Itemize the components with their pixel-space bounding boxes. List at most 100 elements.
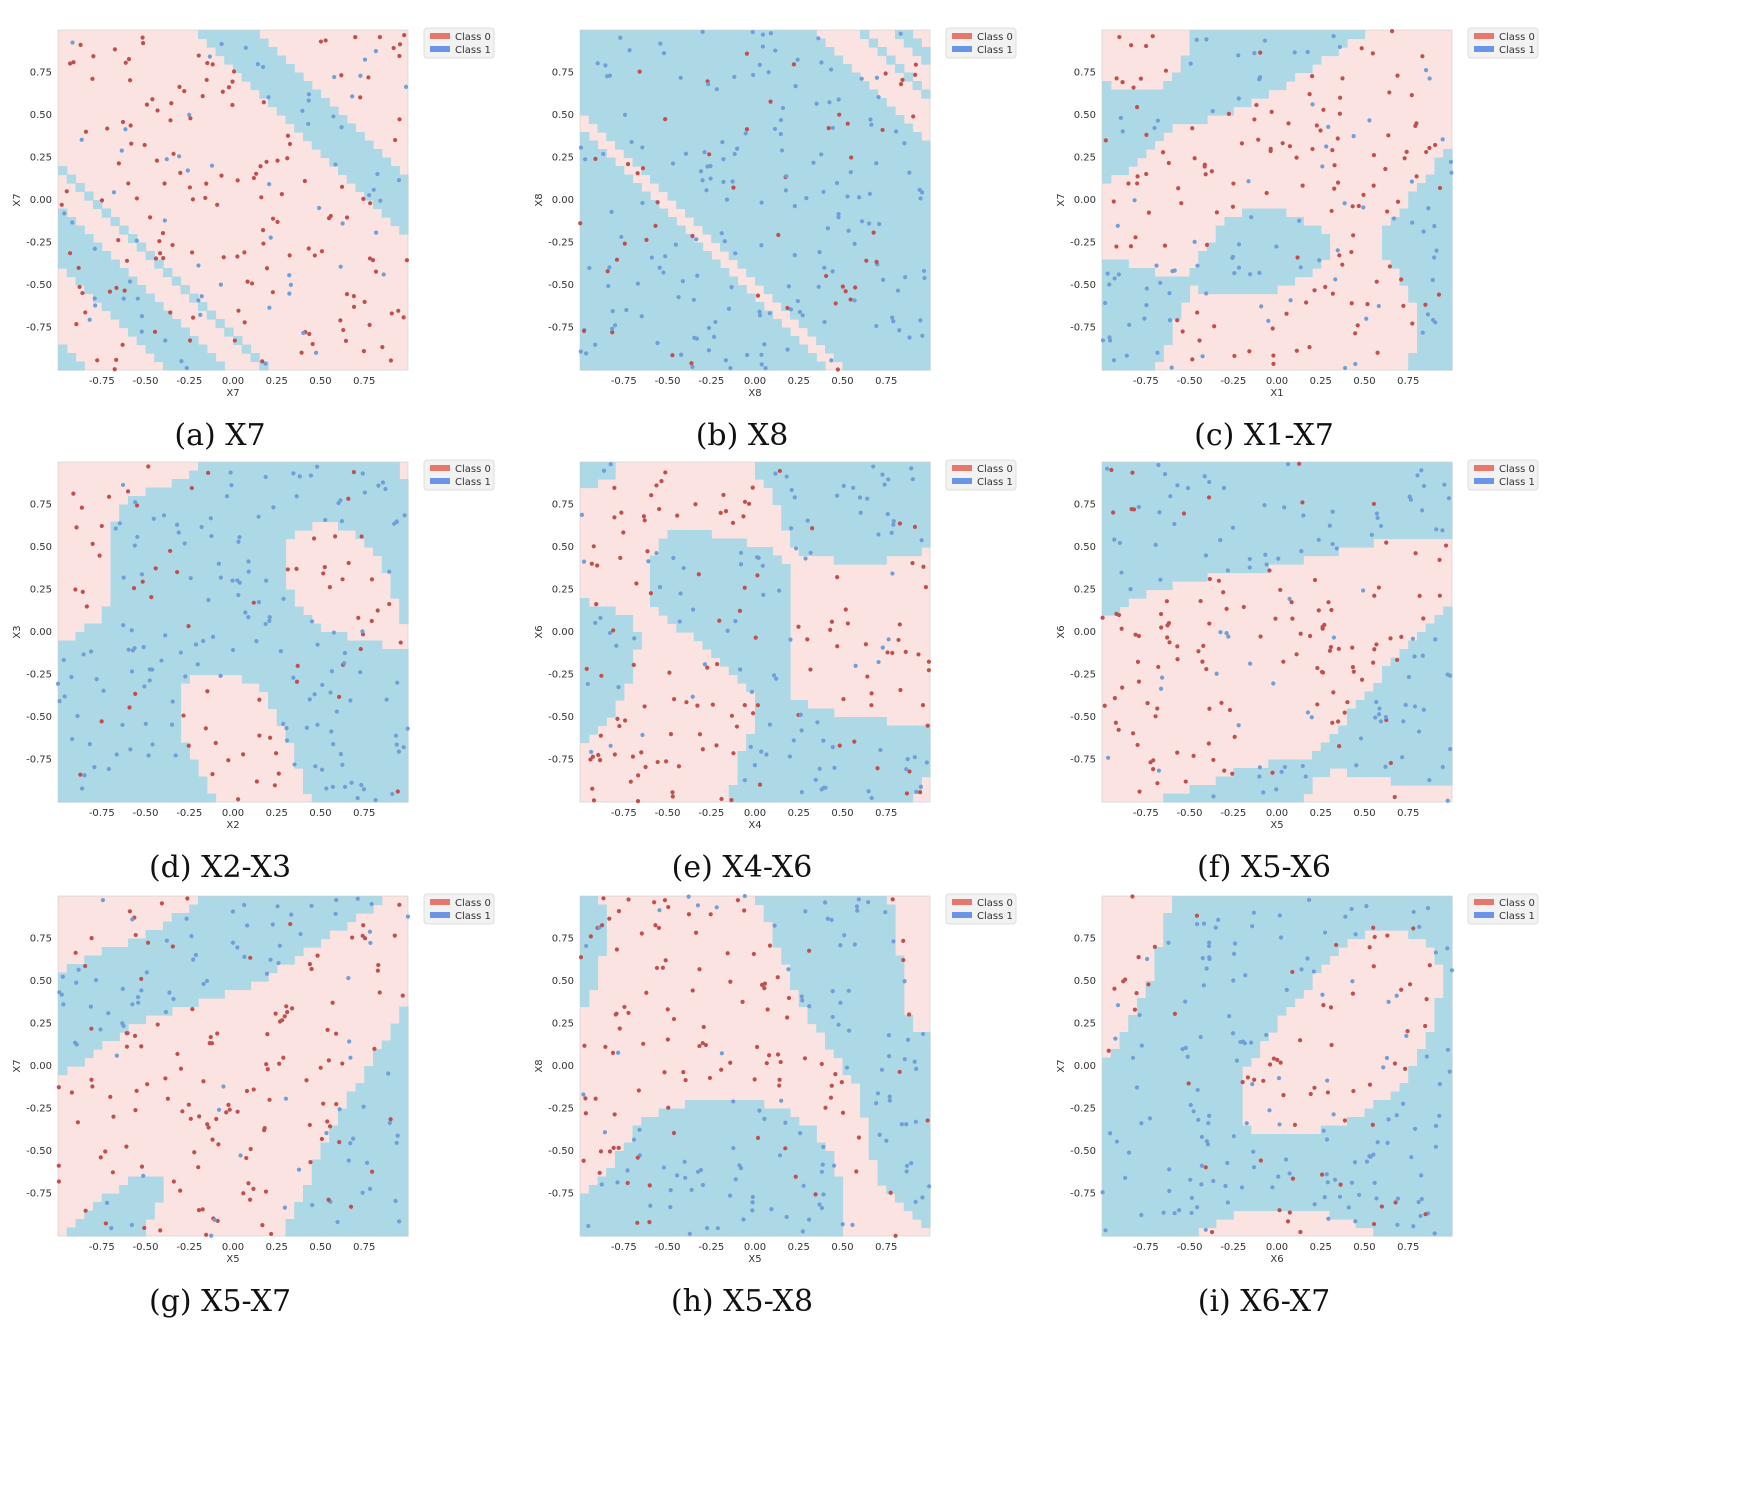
class1-region-cell [346, 479, 357, 489]
class1-region-cell [746, 55, 756, 65]
class1-region-cell [154, 657, 164, 667]
class1-region-cell [903, 361, 914, 371]
class1-region-cell [294, 700, 304, 710]
class1-region-cell [1224, 225, 1234, 235]
class1-region-cell [667, 538, 677, 548]
class1-region-cell [1434, 361, 1444, 371]
class0-point [1135, 174, 1140, 179]
class1-point [1236, 96, 1241, 101]
class1-region-cell [597, 183, 607, 193]
class1-region-cell [763, 149, 774, 159]
class1-point [1262, 38, 1268, 43]
class1-region-cell [294, 115, 304, 125]
class1-region-cell [224, 623, 234, 633]
class1-region-cell [224, 657, 234, 667]
class1-region-cell [606, 268, 616, 278]
class1-region-cell [833, 251, 844, 261]
class1-point [721, 157, 726, 162]
class1-region-cell [868, 89, 879, 99]
class1-region-cell [798, 64, 809, 74]
class1-region-cell [641, 140, 651, 150]
class1-region-cell [303, 115, 313, 125]
class1-region-cell [886, 327, 896, 337]
class0-point [397, 117, 402, 122]
class1-region-cell [1207, 89, 1217, 99]
class1-region-cell [1119, 353, 1129, 363]
class1-region-cell [746, 310, 756, 320]
class1-region-cell [667, 276, 677, 286]
class1-region-cell [1215, 242, 1226, 252]
class1-region-cell [1189, 106, 1199, 116]
class1-point [583, 157, 588, 162]
class1-region-cell [895, 302, 905, 312]
class1-point [402, 513, 407, 518]
class1-point [150, 742, 155, 747]
class1-point [822, 265, 827, 270]
class1-region-cell [728, 606, 739, 616]
class1-region-cell [790, 38, 800, 48]
class1-region-cell [667, 149, 677, 159]
class1-region-cell [798, 30, 809, 40]
class1-region-cell [886, 293, 896, 303]
class1-region-cell [606, 293, 616, 303]
class1-region-cell [250, 47, 260, 57]
class0-point [235, 178, 240, 183]
class1-region-cell [702, 615, 712, 625]
class1-region-cell [903, 132, 914, 142]
class1-region-cell [189, 504, 199, 514]
class1-point [128, 747, 133, 752]
class0-point [242, 320, 247, 325]
class1-region-cell [833, 793, 844, 803]
class1-region-cell [597, 89, 607, 99]
class1-region-cell [737, 38, 747, 48]
class1-region-cell [285, 530, 295, 540]
class1-point [101, 688, 106, 693]
class1-region-cell [685, 55, 695, 65]
class1-region-cell [833, 327, 844, 337]
class1-region-cell [1207, 98, 1217, 108]
class1-region-cell [276, 555, 287, 565]
class1-region-cell [763, 64, 774, 74]
class1-region-cell [399, 759, 409, 769]
class0-point [1386, 133, 1391, 138]
class1-region-cell [737, 123, 747, 133]
class1-region-cell [781, 302, 791, 312]
class1-region-cell [154, 504, 164, 514]
class1-region-cell [119, 615, 129, 625]
class1-region-cell [259, 81, 269, 91]
class1-region-cell [163, 768, 173, 778]
legend-label: Class 1 [455, 45, 491, 56]
class1-region-cell [615, 225, 625, 235]
class1-point [393, 733, 399, 738]
class1-region-cell [119, 776, 129, 786]
class1-point [1326, 124, 1331, 130]
class1-point [1247, 272, 1253, 277]
class1-region-cell [921, 47, 931, 57]
class1-region-cell [606, 217, 616, 227]
class1-region-cell [180, 589, 190, 599]
class1-region-cell [711, 623, 721, 633]
class1-region-cell [346, 462, 357, 472]
class1-region-cell [816, 140, 826, 150]
class1-region-cell [399, 751, 409, 761]
class1-point [333, 162, 338, 167]
class0-point [1387, 90, 1392, 95]
class1-region-cell [667, 572, 677, 582]
class1-region-cell [1154, 89, 1164, 99]
class1-region-cell [588, 319, 599, 329]
class0-point [144, 102, 150, 107]
class1-point [1155, 118, 1160, 123]
class1-region-cell [588, 470, 599, 480]
class1-region-cell [737, 285, 747, 295]
class1-region-cell [119, 521, 129, 531]
class1-region-cell [711, 106, 721, 116]
class1-region-cell [128, 234, 138, 244]
class1-point [119, 148, 124, 153]
class1-region-cell [329, 504, 339, 514]
class1-point [331, 630, 337, 635]
class1-region-cell [676, 55, 686, 65]
class1-region-cell [364, 140, 374, 150]
class1-region-cell [66, 657, 77, 667]
class1-region-cell [163, 759, 173, 769]
class1-region-cell [206, 581, 217, 591]
